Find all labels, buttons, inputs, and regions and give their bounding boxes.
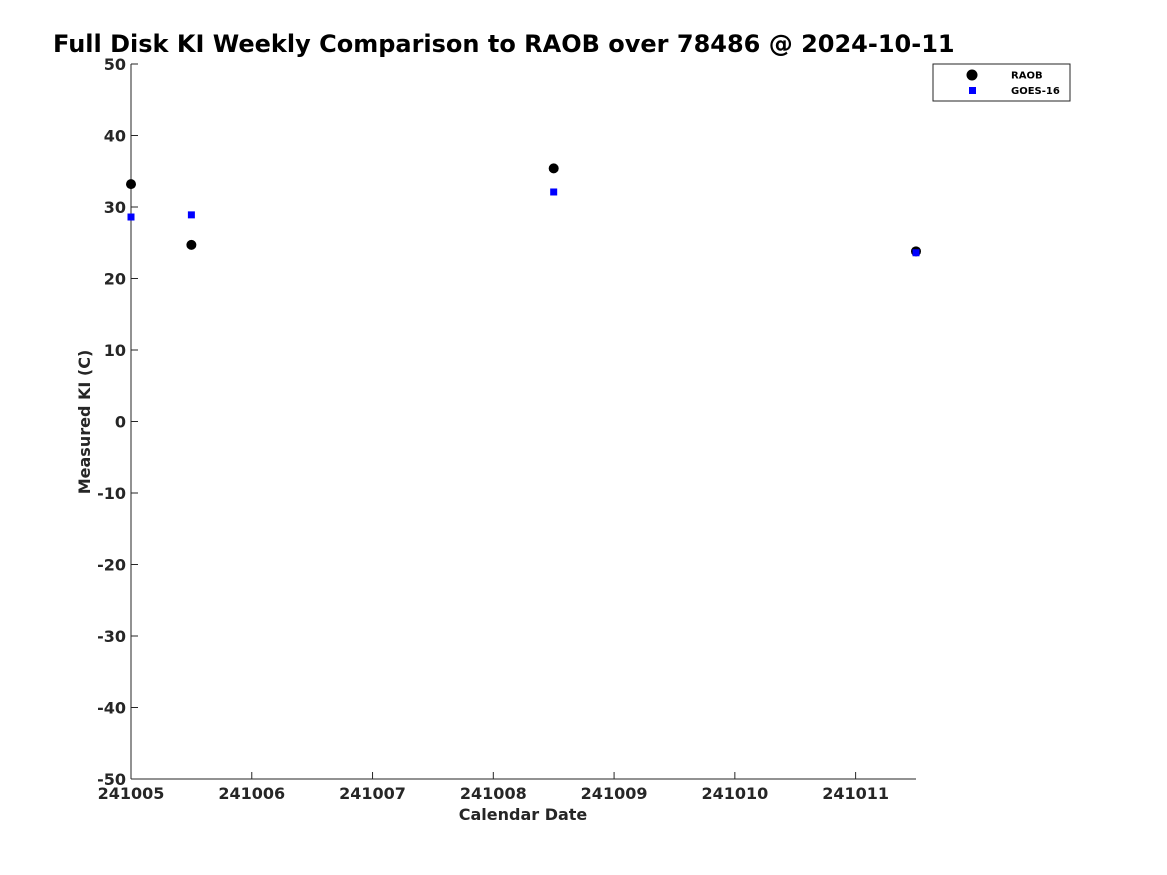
x-tick-label: 241007 [339, 784, 406, 803]
y-tick-label: 10 [104, 341, 126, 360]
y-tick-label: 20 [104, 270, 126, 289]
legend-goes16-marker [969, 87, 976, 94]
x-axis-label: Calendar Date [459, 805, 588, 824]
y-tick-label: -20 [97, 556, 126, 575]
x-tick-label: 241009 [581, 784, 648, 803]
x-tick-label: 241008 [460, 784, 527, 803]
y-axis-ticks: 50 40 30 20 10 0 -10 -20 -30 -40 -50 [97, 55, 138, 789]
legend-raob-label: RAOB [1011, 71, 1043, 82]
legend-box [932, 63, 1071, 102]
y-tick-label: 0 [115, 413, 126, 432]
goes16-point [550, 188, 558, 196]
plot-area [130, 64, 916, 780]
goes16-point [187, 211, 195, 219]
legend-goes16-label: GOES-16 [1011, 86, 1060, 97]
x-tick-label: 241011 [822, 784, 889, 803]
x-tick-label: 241006 [218, 784, 285, 803]
raob-point [186, 239, 197, 250]
raob-point [126, 179, 136, 190]
x-tick-label: 241010 [701, 784, 768, 803]
goes16-point [127, 213, 135, 221]
data-points [126, 163, 921, 257]
y-tick-label: 50 [104, 55, 126, 74]
y-tick-label: 40 [104, 127, 126, 146]
y-tick-label: -30 [97, 627, 126, 646]
y-tick-label: -10 [97, 484, 126, 503]
y-tick-label: 30 [104, 198, 126, 217]
y-axis-label: Measured KI (C) [75, 350, 94, 495]
chart-title: Full Disk KI Weekly Comparison to RAOB o… [53, 30, 955, 58]
x-tick-label: 241005 [98, 784, 165, 803]
legend-raob-marker [966, 69, 978, 81]
legend: RAOB GOES-16 [932, 63, 1071, 102]
x-axis-ticks: 241005 241006 241007 241008 241009 241010 2410… [98, 772, 889, 803]
y-tick-label: -50 [97, 770, 126, 789]
y-tick-label: -40 [97, 699, 126, 718]
goes16-point [912, 249, 920, 257]
raob-point [548, 163, 559, 174]
